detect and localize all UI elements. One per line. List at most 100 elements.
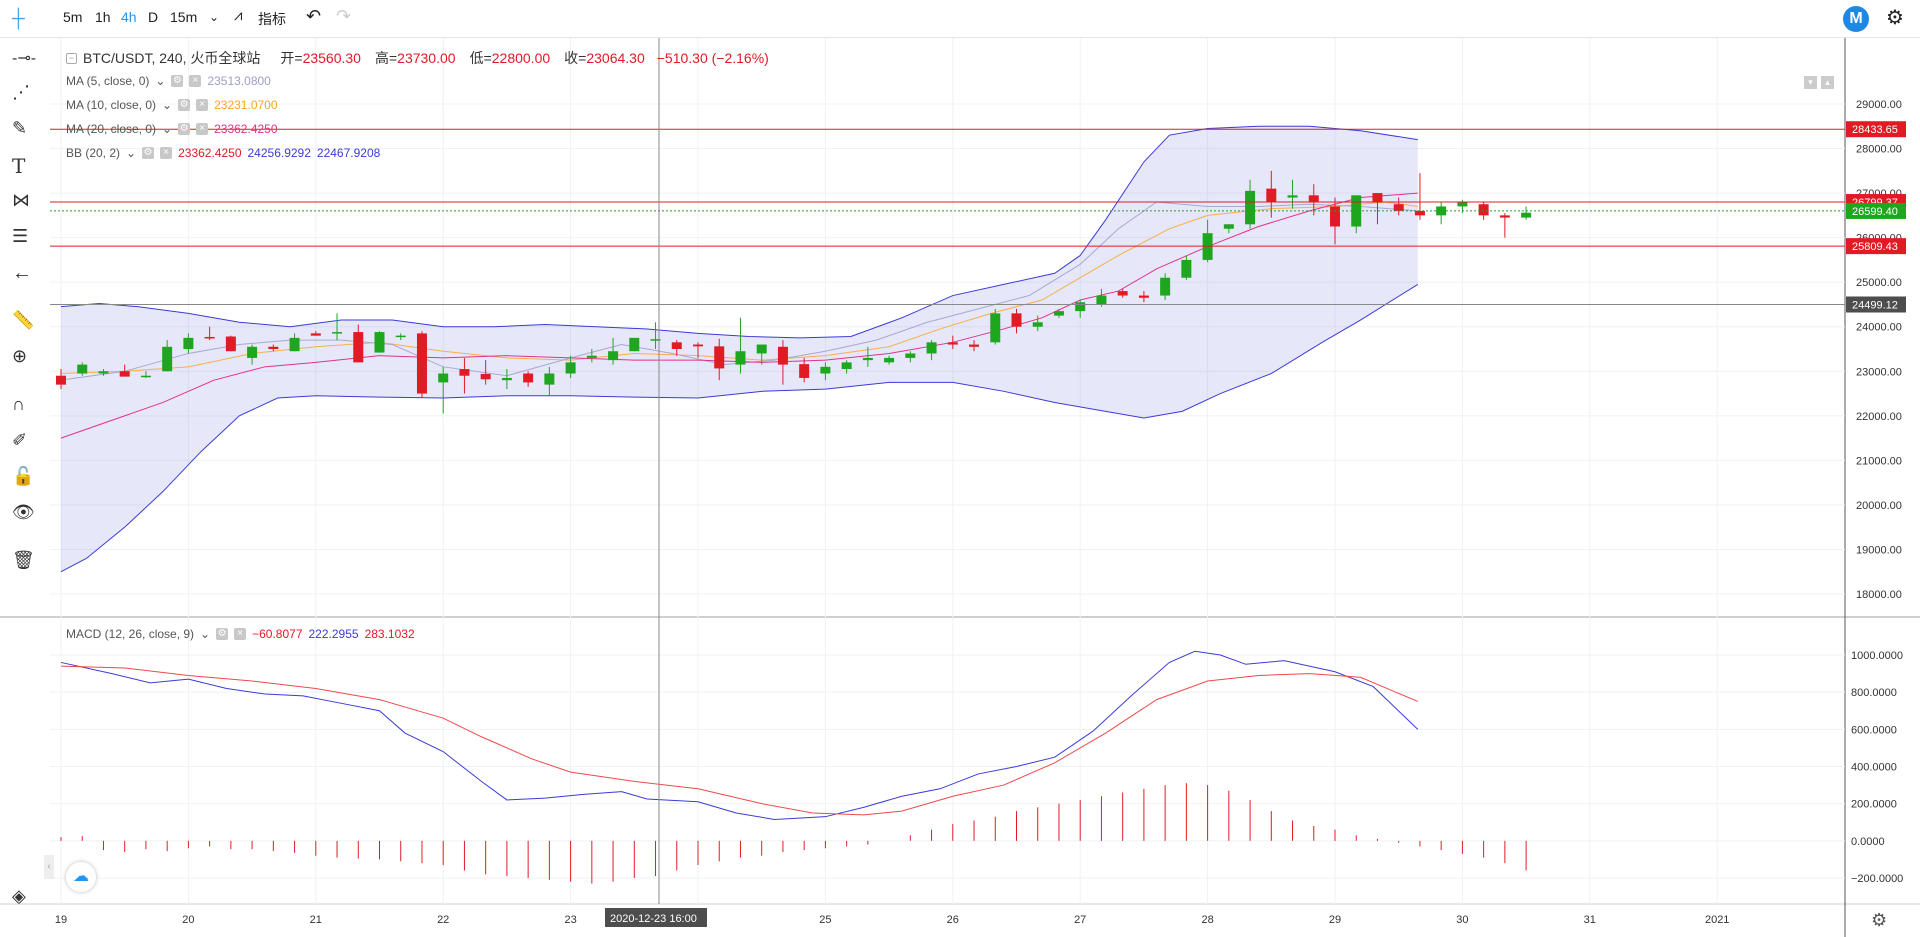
- candle-body: [777, 346, 788, 365]
- macd-signal-line: [60, 665, 1419, 816]
- settings-icon[interactable]: ⚙: [171, 75, 184, 87]
- macd-signal-value: 283.1032: [364, 627, 415, 641]
- horizontal-line-tool-icon[interactable]: -⊸-: [12, 50, 37, 67]
- interval-D[interactable]: D: [148, 9, 159, 25]
- text-tool-icon[interactable]: T: [12, 154, 26, 178]
- legend-macd[interactable]: MACD (12, 26, close, 9) ⌄ ⚙ × −60.8077 222…: [66, 627, 415, 641]
- time-axis-settings-gear-icon[interactable]: ⚙: [1871, 910, 1888, 930]
- open-value: 23560.30: [302, 50, 361, 66]
- time-tick-label: 2021: [1705, 914, 1729, 926]
- time-tick-label: 23: [564, 914, 576, 926]
- legend-bb[interactable]: BB (20, 2) ⌄ ⚙ × 23362.4250 24256.9292 224…: [66, 146, 380, 160]
- candle-body: [98, 371, 109, 374]
- chevron-down-icon[interactable]: ⌄: [162, 122, 173, 136]
- ma10-value: 23231.0700: [214, 98, 278, 112]
- candle-body: [756, 344, 767, 354]
- macd-tick-label: 400.0000: [1851, 762, 1897, 774]
- legend-ma5[interactable]: MA (5, close, 0) ⌄ ⚙ × 23513.0800: [66, 74, 271, 88]
- candle-body: [332, 332, 343, 334]
- candle-body: [1138, 295, 1149, 298]
- collapse-icon[interactable]: −: [66, 52, 77, 64]
- price-label-badge: [1846, 121, 1906, 138]
- trash-icon[interactable]: 🗑: [12, 550, 35, 570]
- candle-body: [1351, 195, 1362, 227]
- back-arrow-icon[interactable]: ←: [12, 262, 32, 284]
- candle-body: [544, 373, 555, 385]
- legend-ma10[interactable]: MA (10, close, 0) ⌄ ⚙ × 23231.0700: [66, 98, 278, 112]
- candle-body: [1160, 277, 1171, 296]
- indicators-icon[interactable]: ⩘: [234, 7, 243, 24]
- ma20-value: 23362.4250: [214, 122, 278, 136]
- pane-scroll-down-icon[interactable]: ▴: [1821, 76, 1834, 89]
- settings-icon[interactable]: ⚙: [178, 123, 191, 135]
- close-icon[interactable]: ×: [234, 628, 247, 640]
- price-label-badge: [1846, 238, 1906, 255]
- settings-icon[interactable]: ⚙: [216, 628, 229, 640]
- layers-icon[interactable]: ◈: [12, 886, 26, 906]
- close-icon[interactable]: ×: [160, 147, 173, 159]
- time-tick-label: 30: [1456, 914, 1468, 926]
- macd-tick-label: 1000.0000: [1851, 650, 1903, 662]
- drawing-tools-sidebar: -⊸- ⋰ ✎ T ⋈ ☰ ← 📏 ⊕ ∩ ✐ 🔓 👁 🗑 ◈: [0, 38, 50, 937]
- indicator-lines: [60, 125, 1419, 573]
- ruler-tool-icon[interactable]: 📏: [12, 310, 35, 330]
- close-icon[interactable]: ×: [196, 99, 209, 111]
- close-icon[interactable]: ×: [189, 75, 202, 87]
- candle-body: [926, 342, 937, 354]
- legend-ma20[interactable]: MA (20, close, 0) ⌄ ⚙ × 23362.4250: [66, 122, 278, 136]
- candle-body: [608, 351, 619, 361]
- candle-body: [183, 337, 194, 349]
- candle-body: [735, 351, 746, 365]
- crosshair-icon[interactable]: ┼: [12, 8, 25, 28]
- candle-body: [501, 377, 512, 381]
- zoom-in-icon[interactable]: ⊕: [12, 346, 28, 366]
- settings-icon[interactable]: ⚙: [142, 147, 155, 159]
- time-tick-label: 21: [310, 914, 322, 926]
- pane-scroll-up-icon[interactable]: ▾: [1804, 76, 1817, 89]
- settings-icon[interactable]: ⚙: [178, 99, 191, 111]
- magnet-icon[interactable]: ∩: [12, 394, 25, 414]
- macd-histogram-value: −60.8077: [252, 627, 303, 641]
- pattern-tool-icon[interactable]: ⋈: [12, 190, 30, 210]
- interval-4h[interactable]: 4h: [121, 9, 137, 25]
- candle-body: [1075, 302, 1086, 312]
- ma5-label: MA (5, close, 0): [66, 74, 150, 88]
- interval-1h[interactable]: 1h: [95, 9, 111, 25]
- bb-upper-line: [60, 125, 1418, 339]
- price-tick-label: 21000.00: [1856, 455, 1902, 467]
- trend-tool-icon[interactable]: ⋰: [12, 82, 30, 102]
- interval-15m[interactable]: 15m: [170, 9, 198, 25]
- fib-tool-icon[interactable]: ☰: [12, 226, 29, 246]
- chevron-down-icon[interactable]: ⌄: [200, 627, 211, 641]
- macd-tick-label: 0.0000: [1851, 836, 1885, 848]
- visibility-eye-icon[interactable]: 👁: [12, 502, 35, 522]
- candle-body: [1287, 195, 1298, 198]
- chevron-down-icon[interactable]: ⌄: [162, 98, 173, 112]
- collapse-arrow-icon[interactable]: ‹: [44, 855, 54, 879]
- price-label-text: 24499.12: [1852, 299, 1898, 311]
- redo-icon[interactable]: ↷: [336, 6, 352, 26]
- low-label: 低=: [469, 50, 492, 66]
- tradingview-logo-icon: ☁: [66, 862, 96, 892]
- candle-body: [140, 375, 151, 378]
- candle-body: [820, 366, 831, 374]
- chevron-down-icon[interactable]: ⌄: [209, 10, 220, 24]
- chevron-down-icon[interactable]: ⌄: [155, 74, 166, 88]
- close-icon[interactable]: ×: [196, 123, 209, 135]
- macd-line: [60, 650, 1419, 820]
- chevron-down-icon[interactable]: ⌄: [126, 146, 137, 160]
- price-label-badge: [1846, 202, 1906, 219]
- lock-drawing-icon[interactable]: ✐: [12, 430, 28, 450]
- unlock-icon[interactable]: 🔓: [12, 466, 35, 486]
- brand-logo[interactable]: M: [1843, 6, 1869, 32]
- brush-tool-icon[interactable]: ✎: [12, 118, 28, 138]
- candles: [56, 170, 1532, 414]
- candle-body: [523, 373, 534, 383]
- settings-gear-icon[interactable]: ⚙: [1886, 7, 1904, 29]
- indicators-button[interactable]: 指标: [258, 11, 286, 27]
- interval-5m[interactable]: 5m: [63, 9, 83, 25]
- price-tick-label: 23000.00: [1856, 366, 1902, 378]
- undo-icon[interactable]: ↶: [306, 6, 322, 26]
- candle-body: [162, 346, 173, 372]
